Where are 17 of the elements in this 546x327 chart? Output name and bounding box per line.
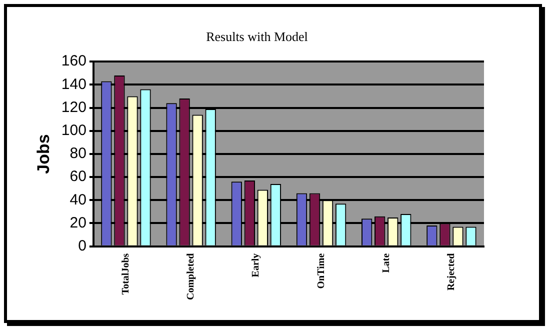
y-tick-label: 120 <box>61 98 86 116</box>
y-tick-label: 60 <box>70 168 86 186</box>
chart-title: Results with Model <box>206 29 308 44</box>
y-tick-label: 140 <box>61 76 86 93</box>
x-tick-label: Early <box>250 253 262 278</box>
x-tick-label: OnTime <box>316 252 327 289</box>
y-axis-title: Jobs <box>34 134 53 174</box>
x-tick-label: Completed <box>186 252 197 300</box>
y-tick-label: 100 <box>61 122 86 140</box>
y-tick-label: 40 <box>70 191 86 208</box>
x-tick-label: Late <box>380 252 392 273</box>
x-tick-label: Rejected <box>446 252 458 291</box>
x-tick-label: TotalJobs <box>120 253 132 295</box>
y-tick-label: 0 <box>78 237 86 254</box>
y-tick-label: 20 <box>70 214 86 232</box>
y-tick-label: 80 <box>70 145 86 162</box>
y-tick-label: 160 <box>61 52 86 70</box>
